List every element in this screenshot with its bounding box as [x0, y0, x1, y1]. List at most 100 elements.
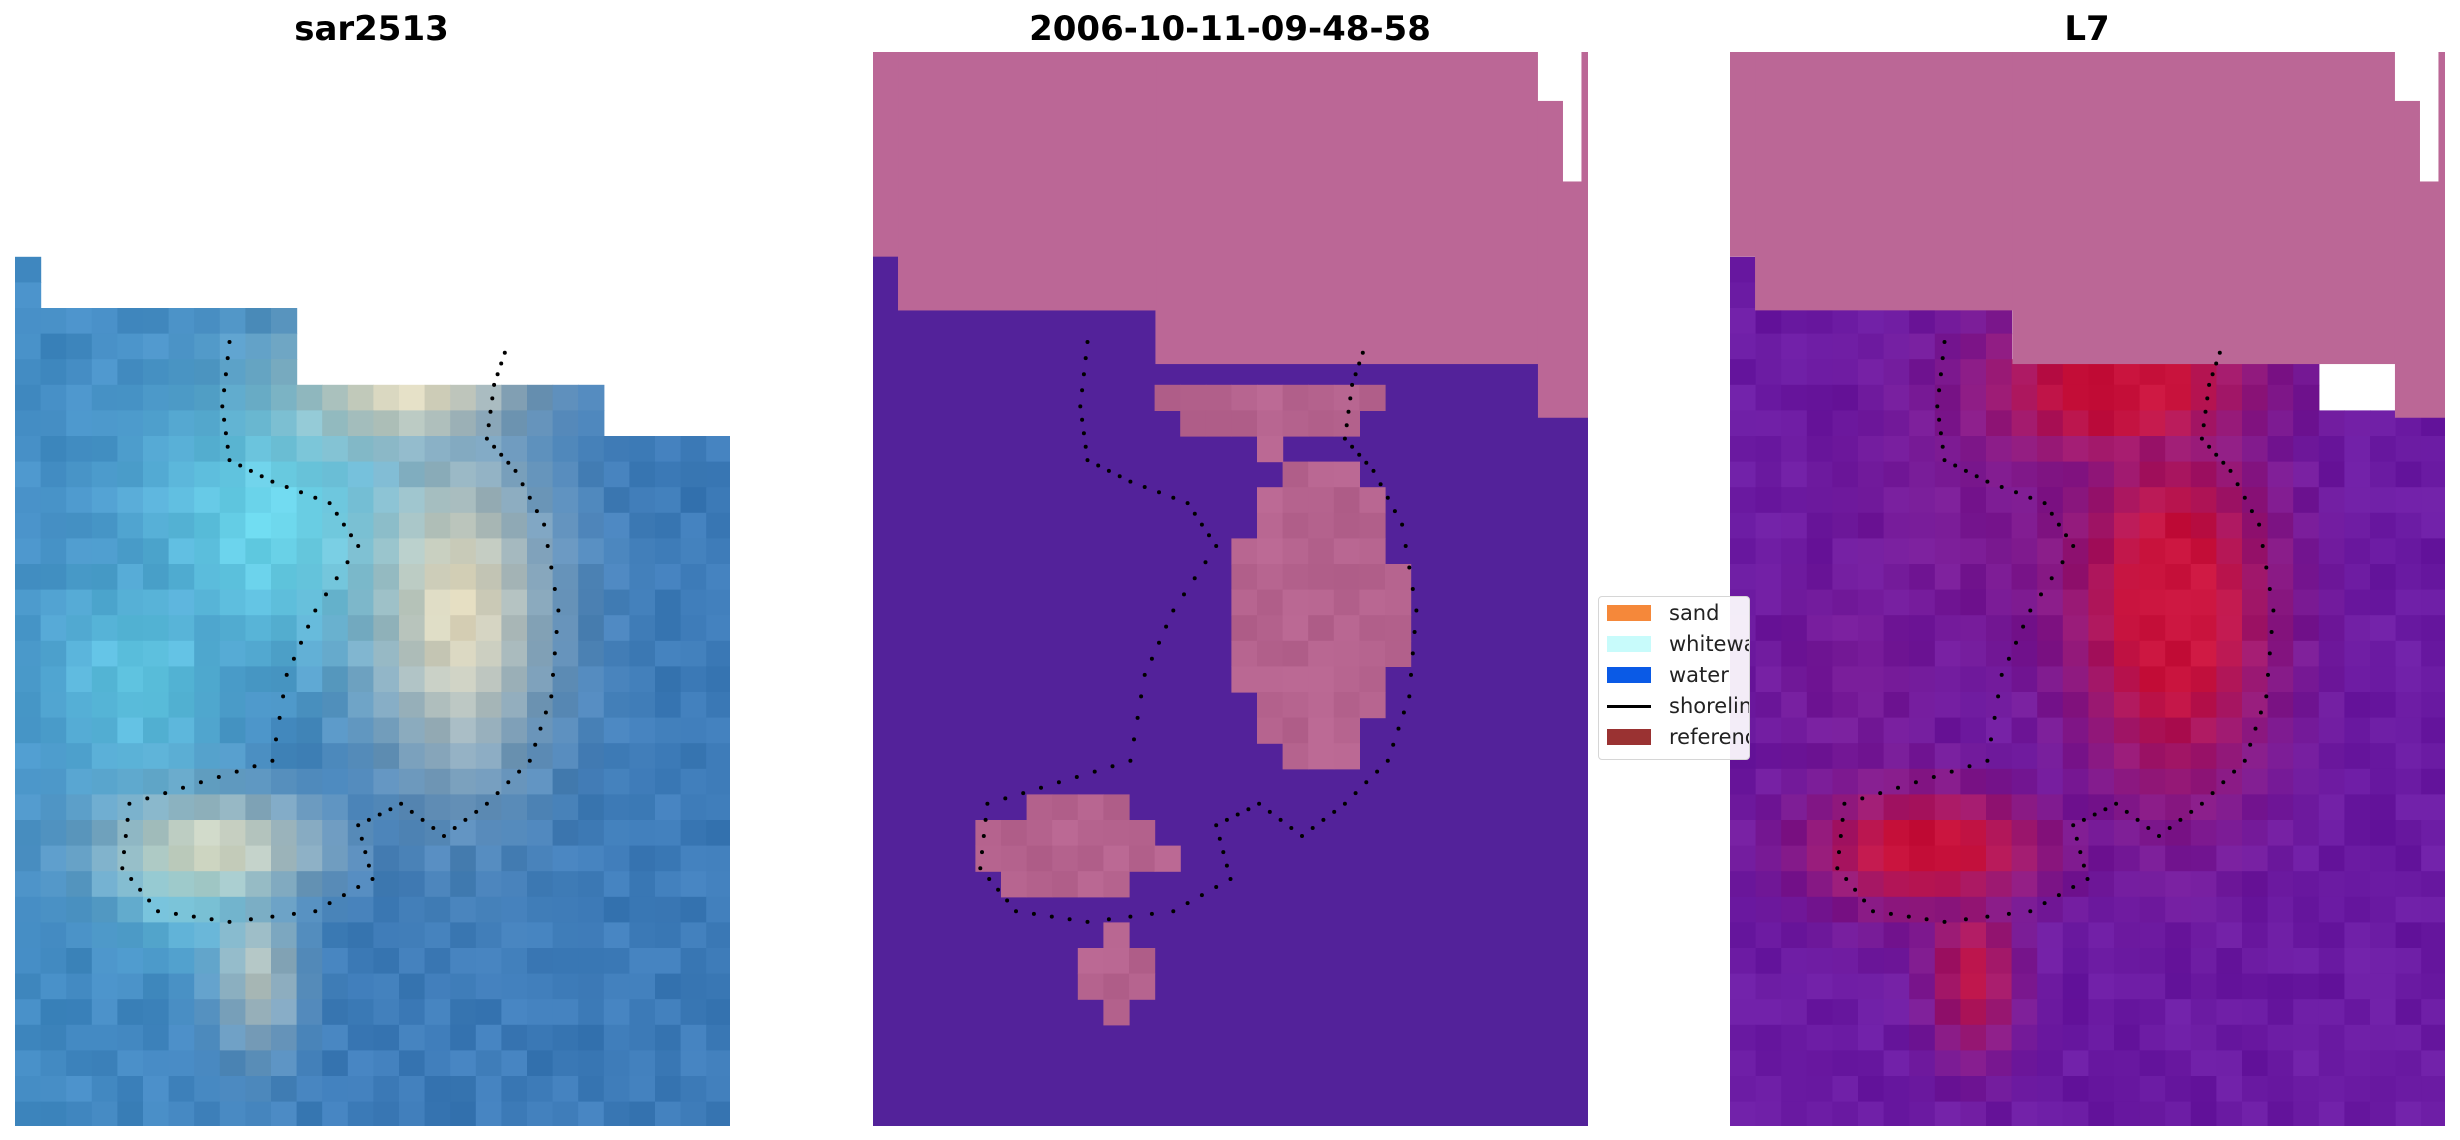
- image-pixel: [501, 871, 528, 898]
- sand-class-pixel: [1282, 487, 1309, 514]
- probability-pixel: [1934, 666, 1961, 693]
- image-pixel: [373, 794, 400, 821]
- probability-pixel: [2344, 1050, 2371, 1077]
- probability-pixel: [2114, 384, 2141, 411]
- image-pixel: [168, 692, 195, 719]
- probability-pixel: [2139, 1076, 2166, 1103]
- image-pixel: [603, 768, 630, 795]
- probability-pixel: [2190, 922, 2217, 949]
- image-pixel: [629, 871, 656, 898]
- image-pixel: [347, 589, 374, 616]
- probability-pixel: [1934, 589, 1961, 616]
- probability-pixel: [2370, 845, 2397, 872]
- image-pixel: [552, 973, 579, 1000]
- sand-class-pixel: [1257, 564, 1284, 591]
- image-pixel: [168, 308, 195, 335]
- shoreline-point: [1860, 796, 1865, 801]
- image-pixel: [271, 564, 298, 591]
- probability-pixel: [1986, 308, 2013, 335]
- probability-pixel: [2318, 1024, 2345, 1051]
- image-pixel: [501, 999, 528, 1026]
- image-pixel: [475, 999, 502, 1026]
- shoreline-point: [1888, 911, 1893, 916]
- probability-pixel: [2267, 820, 2294, 847]
- probability-pixel: [2088, 1024, 2115, 1051]
- image-pixel: [194, 666, 221, 693]
- probability-pixel: [1934, 743, 1961, 770]
- image-pixel: [399, 717, 426, 744]
- sand-class-pixel: [1077, 973, 1104, 1000]
- sand-class-pixel: [1129, 948, 1156, 975]
- image-pixel: [399, 640, 426, 667]
- image-pixel: [322, 896, 349, 923]
- image-pixel: [680, 564, 707, 591]
- probability-pixel: [1883, 359, 1910, 386]
- image-pixel: [475, 589, 502, 616]
- probability-pixel: [2370, 589, 2397, 616]
- image-pixel: [219, 308, 246, 335]
- probability-pixel: [2216, 692, 2243, 719]
- shoreline-point: [299, 490, 303, 495]
- image-pixel: [424, 461, 451, 488]
- probability-pixel: [2242, 999, 2269, 1026]
- image-pixel: [706, 640, 730, 667]
- probability-pixel: [2216, 922, 2243, 949]
- shoreline-point: [1353, 372, 1358, 377]
- image-pixel: [66, 1101, 93, 1126]
- probability-pixel: [2242, 820, 2269, 847]
- probability-pixel: [2037, 794, 2064, 821]
- probability-pixel: [2370, 871, 2397, 898]
- image-pixel: [527, 692, 554, 719]
- probability-pixel: [2242, 640, 2269, 667]
- image-pixel: [373, 461, 400, 488]
- image-pixel: [706, 973, 730, 1000]
- shoreline-point: [2210, 791, 2215, 796]
- sand-class-pixel: [1333, 666, 1360, 693]
- probability-pixel: [1960, 743, 1987, 770]
- image-pixel: [168, 896, 195, 923]
- image-pixel: [475, 1101, 502, 1126]
- shoreline-point: [234, 769, 239, 774]
- probability-pixel: [1755, 615, 1782, 642]
- image-pixel: [296, 615, 323, 642]
- probability-pixel: [2037, 1024, 2064, 1051]
- probability-pixel: [1806, 538, 1833, 565]
- sand-class-pixel: [1257, 717, 1284, 744]
- probability-pixel: [1883, 999, 1910, 1026]
- probability-pixel: [2165, 896, 2192, 923]
- image-pixel: [450, 461, 477, 488]
- probability-pixel: [1730, 564, 1757, 591]
- sand-class-pixel: [1308, 461, 1335, 488]
- image-pixel: [373, 384, 400, 411]
- probability-pixel: [1781, 1050, 1808, 1077]
- shoreline-point: [534, 509, 539, 514]
- probability-pixel: [1934, 973, 1961, 1000]
- image-pixel: [527, 896, 554, 923]
- probability-pixel: [1934, 820, 1961, 847]
- image-pixel: [66, 768, 93, 795]
- probability-pixel: [2190, 487, 2217, 514]
- probability-pixel: [2370, 666, 2397, 693]
- image-pixel: [347, 564, 374, 591]
- probability-pixel: [2395, 1076, 2422, 1103]
- probability-pixel: [1858, 948, 1885, 975]
- shoreline-point: [145, 796, 150, 801]
- probability-pixel: [1934, 640, 1961, 667]
- image-pixel: [219, 794, 246, 821]
- probability-pixel: [2165, 1101, 2192, 1126]
- probability-pixel: [2267, 973, 2294, 1000]
- shoreline-point: [1074, 775, 1079, 779]
- image-pixel: [40, 461, 67, 488]
- image-pixel: [680, 768, 707, 795]
- shoreline-point: [1039, 785, 1043, 790]
- probability-pixel: [1755, 922, 1782, 949]
- image-pixel: [117, 436, 144, 463]
- image-pixel: [424, 820, 451, 847]
- image-pixel: [706, 487, 730, 514]
- shoreline-point: [2014, 490, 2018, 495]
- probability-pixel: [2088, 538, 2115, 565]
- image-pixel: [143, 896, 170, 923]
- shoreline-point: [334, 576, 339, 581]
- image-pixel: [91, 436, 118, 463]
- l7-probability-panel: [1730, 52, 2445, 1126]
